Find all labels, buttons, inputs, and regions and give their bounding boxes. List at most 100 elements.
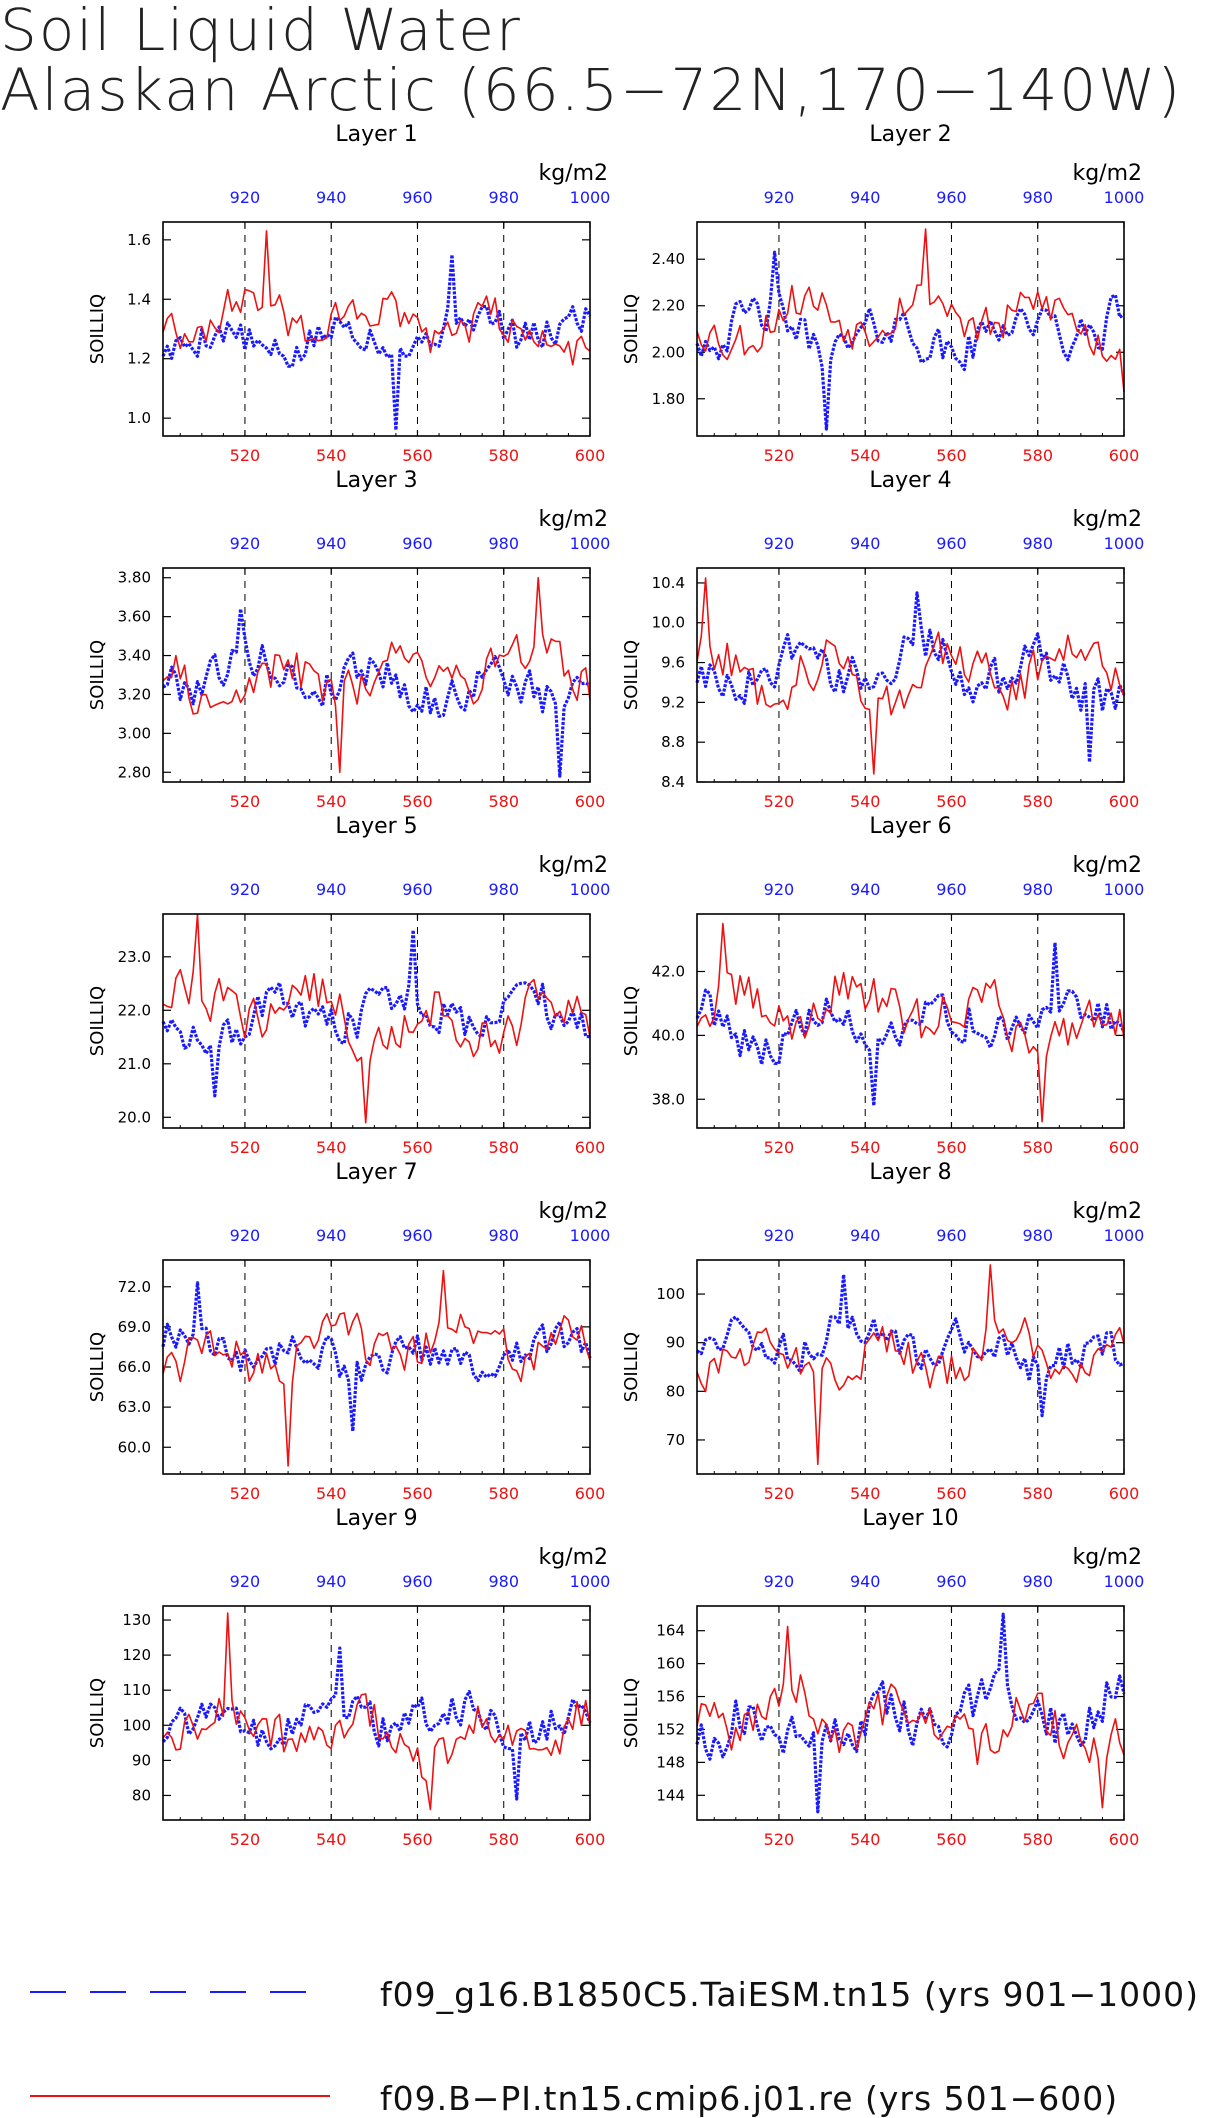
panel-10-xtick-label-bottom-540: 540 (850, 1830, 881, 1849)
panel-5-xtick-label-top-1000: 1000 (570, 880, 611, 899)
panel-10-xtick-label-bottom-560: 560 (936, 1830, 967, 1849)
panel-3-xtick-label-top-940: 940 (316, 534, 347, 553)
panel-9-frame (162, 1605, 591, 1821)
panel-10-xtick-label-top-1000: 1000 (1104, 1572, 1145, 1591)
panel-3-units-label: kg/m2 (538, 507, 608, 532)
panel-3-ylabel: SOILLIQ (87, 640, 108, 710)
panel-5-xtick-label-bottom-540: 540 (316, 1138, 347, 1157)
panel-5-ytick-label-3: 23.0 (118, 948, 151, 966)
panel-6-xtick-label-bottom-540: 540 (850, 1138, 881, 1157)
panel-6-units-label: kg/m2 (1072, 853, 1142, 878)
panel-10-title: Layer 10 (862, 1506, 958, 1531)
panel-10-units-label: kg/m2 (1072, 1545, 1142, 1570)
panel-5-series-red (162, 913, 591, 1124)
panel-7-ytick-label-1: 63.0 (118, 1398, 151, 1416)
panel-9-xtick-label-top-920: 920 (230, 1572, 261, 1591)
panel-10-series-red (696, 1625, 1125, 1809)
panel-6-xtick-label-bottom-520: 520 (764, 1138, 795, 1157)
panel-7-xtick-label-bottom-580: 580 (488, 1484, 519, 1503)
panel-2: Layer 2 kg/m2 SOILLIQ 520 540 560 580 600 920 940… (621, 122, 1144, 465)
panel-3-frame (162, 567, 591, 783)
panel-10-xtick-label-top-920: 920 (764, 1572, 795, 1591)
panel-4-xtick-label-top-960: 960 (936, 534, 967, 553)
panel-8-ytick-label-0: 70 (666, 1431, 685, 1449)
panel-7-xtick-label-top-1000: 1000 (570, 1226, 611, 1245)
panel-1-series-red (162, 230, 591, 366)
panel-5-title: Layer 5 (335, 814, 417, 839)
panel-6-xtick-label-bottom-560: 560 (936, 1138, 967, 1157)
panel-2-title: Layer 2 (869, 122, 951, 147)
legend-line-red-solid (30, 2095, 330, 2097)
panel-5-xtick-label-top-980: 980 (488, 880, 519, 899)
panel-5-xtick-label-bottom-560: 560 (402, 1138, 433, 1157)
panel-10-ytick-label-0: 144 (656, 1786, 685, 1804)
panel-3-ytick-label-1: 3.00 (118, 724, 151, 742)
panel-2-series-red (696, 228, 1125, 392)
panel-1-xtick-label-top-1000: 1000 (570, 188, 611, 207)
panel-10-xtick-label-top-960: 960 (936, 1572, 967, 1591)
panel-8-ylabel: SOILLIQ (621, 1332, 642, 1402)
panel-6-series-red (696, 922, 1125, 1123)
panel-8-units-label: kg/m2 (1072, 1199, 1142, 1224)
panel-4-ytick-label-2: 9.2 (661, 693, 685, 711)
panel-3-xtick-label-bottom-540: 540 (316, 792, 347, 811)
panel-8-ytick-label-1: 80 (666, 1382, 685, 1400)
panel-3: Layer 3 kg/m2 SOILLIQ 520 540 560 580 600 920 940… (87, 468, 610, 811)
panel-1-xtick-label-bottom-580: 580 (488, 446, 519, 465)
panel-4-xtick-label-top-980: 980 (1022, 534, 1053, 553)
panel-5-ytick-label-0: 20.0 (118, 1108, 151, 1126)
panel-6-xtick-label-bottom-600: 600 (1109, 1138, 1140, 1157)
panel-10-ylabel: SOILLIQ (621, 1678, 642, 1748)
panel-4-xtick-label-bottom-600: 600 (1109, 792, 1140, 811)
panel-10-ytick-label-4: 160 (656, 1655, 685, 1673)
panel-3-xtick-label-bottom-520: 520 (230, 792, 261, 811)
panel-2-xtick-label-bottom-600: 600 (1109, 446, 1140, 465)
panel-1-ytick-label-3: 1.6 (127, 231, 151, 249)
panel-8-xtick-label-top-940: 940 (850, 1226, 881, 1245)
panel-7-xtick-label-top-960: 960 (402, 1226, 433, 1245)
panel-1-ytick-label-0: 1.0 (127, 409, 151, 427)
panel-1-ylabel: SOILLIQ (87, 294, 108, 364)
panel-1-ytick-label-1: 1.2 (127, 350, 151, 368)
panel-8-xtick-label-bottom-580: 580 (1022, 1484, 1053, 1503)
panel-4-ytick-label-1: 8.8 (661, 733, 685, 751)
panel-8-xtick-label-top-1000: 1000 (1104, 1226, 1145, 1245)
panel-2-xtick-label-top-940: 940 (850, 188, 881, 207)
panel-2-xtick-label-top-1000: 1000 (1104, 188, 1145, 207)
panel-1-xtick-label-bottom-600: 600 (575, 446, 606, 465)
panel-9-ytick-label-4: 120 (122, 1646, 151, 1664)
panel-9-xtick-label-bottom-540: 540 (316, 1830, 347, 1849)
panel-3-xtick-label-top-1000: 1000 (570, 534, 611, 553)
panel-8-xtick-label-top-960: 960 (936, 1226, 967, 1245)
panel-7-frame (162, 1259, 591, 1475)
panel-3-ytick-label-2: 3.20 (118, 685, 151, 703)
panel-6-title: Layer 6 (869, 814, 951, 839)
panel-7-xtick-label-top-920: 920 (230, 1226, 261, 1245)
panel-8-xtick-label-bottom-600: 600 (1109, 1484, 1140, 1503)
legend-label-blue: f09_g16.B1850C5.TaiESM.tn15 (yrs 901−100… (380, 1975, 1200, 2014)
panel-3-ytick-label-0: 2.80 (118, 763, 151, 781)
panel-5-ytick-label-1: 21.0 (118, 1055, 151, 1073)
panel-7-xtick-label-top-940: 940 (316, 1226, 347, 1245)
panel-5-xtick-label-top-920: 920 (230, 880, 261, 899)
panel-6-frame (696, 913, 1125, 1129)
panel-1-series-blue (161, 253, 592, 432)
panel-6-xtick-label-top-920: 920 (764, 880, 795, 899)
panel-1-xtick-label-top-920: 920 (230, 188, 261, 207)
panel-4-series-blue (695, 591, 1126, 764)
panel-3-xtick-label-bottom-560: 560 (402, 792, 433, 811)
panel-3-xtick-label-top-920: 920 (230, 534, 261, 553)
panel-4-xtick-label-top-1000: 1000 (1104, 534, 1145, 553)
panel-8-ytick-label-2: 90 (666, 1334, 685, 1352)
panel-9-xtick-label-bottom-600: 600 (575, 1830, 606, 1849)
panel-9-ytick-label-5: 130 (122, 1611, 151, 1629)
panel-6-ytick-label-0: 38.0 (652, 1090, 685, 1108)
panel-8-series-red (696, 1264, 1125, 1466)
panel-7-xtick-label-bottom-540: 540 (316, 1484, 347, 1503)
panel-8-xtick-label-bottom-520: 520 (764, 1484, 795, 1503)
panel-9-xtick-label-top-1000: 1000 (570, 1572, 611, 1591)
panel-5-frame (162, 913, 591, 1129)
panel-1-ytick-label-2: 1.4 (127, 290, 151, 308)
panel-6-xtick-label-top-940: 940 (850, 880, 881, 899)
legend-line-blue-dashed (30, 1991, 330, 1993)
